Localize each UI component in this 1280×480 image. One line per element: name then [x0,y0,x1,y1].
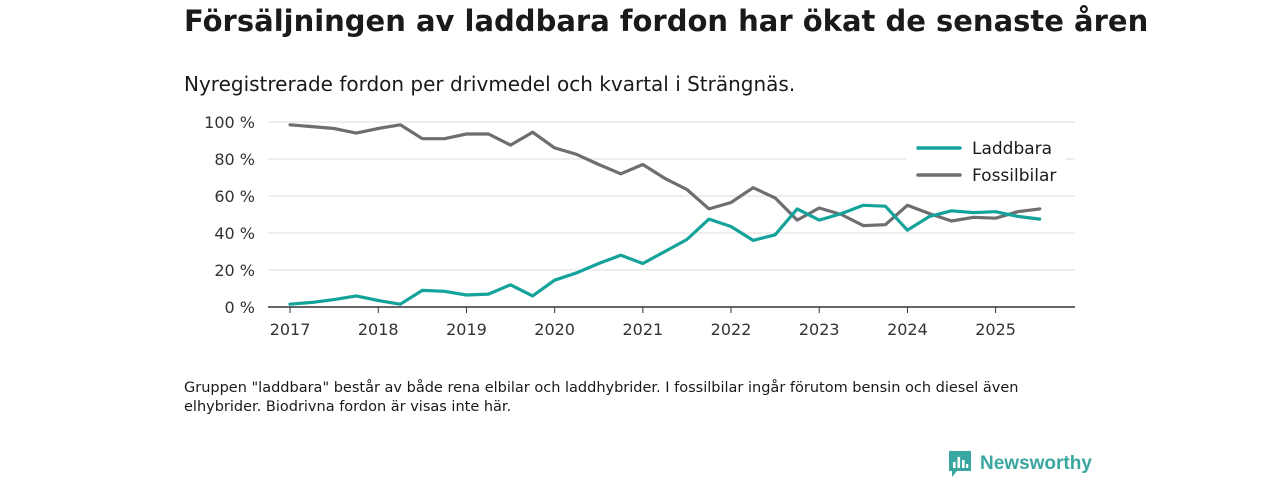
legend-label: Laddbara [972,139,1052,159]
x-tick-label: 2018 [358,320,399,339]
x-tick-label: 2020 [534,320,575,339]
y-tick-label: 60 % [214,187,255,206]
newsworthy-logo-icon [949,451,971,477]
x-tick-label: 2021 [622,320,663,339]
x-tick-label: 2024 [887,320,928,339]
legend-label: Fossilbilar [972,166,1056,186]
footnote: Gruppen "laddbara" består av både rena e… [184,380,1019,415]
chart-subtitle: Nyregistrerade fordon per drivmedel och … [184,72,796,96]
y-tick-label: 0 % [225,298,255,317]
y-tick-label: 40 % [214,224,255,243]
y-tick-label: 100 % [204,113,255,132]
series-line-laddbara [288,203,1042,306]
brand-logo: Newsworthy [948,450,1092,478]
x-tick-label: 2019 [446,320,487,339]
legend: Laddbara Fossilbilar [906,130,1066,192]
y-tick-label: 80 % [214,150,255,169]
y-tick-label: 20 % [214,261,255,280]
series-lines [288,123,1042,306]
x-tick-label: 2017 [270,320,311,339]
x-tick-label: 2023 [799,320,840,339]
series-line-fossilbilar [288,123,1042,228]
legend-background [906,130,1066,192]
axes: 0 % 20 % 40 % 60 % 80 % 100 % 2017 2018 2019 2020… [204,113,1075,339]
x-tick-label: 2022 [711,320,752,339]
brand-name: Newsworthy [980,453,1092,474]
chart-title: Försäljningen av laddbara fordon har öka… [184,4,1149,38]
x-tick-label: 2025 [975,320,1016,339]
